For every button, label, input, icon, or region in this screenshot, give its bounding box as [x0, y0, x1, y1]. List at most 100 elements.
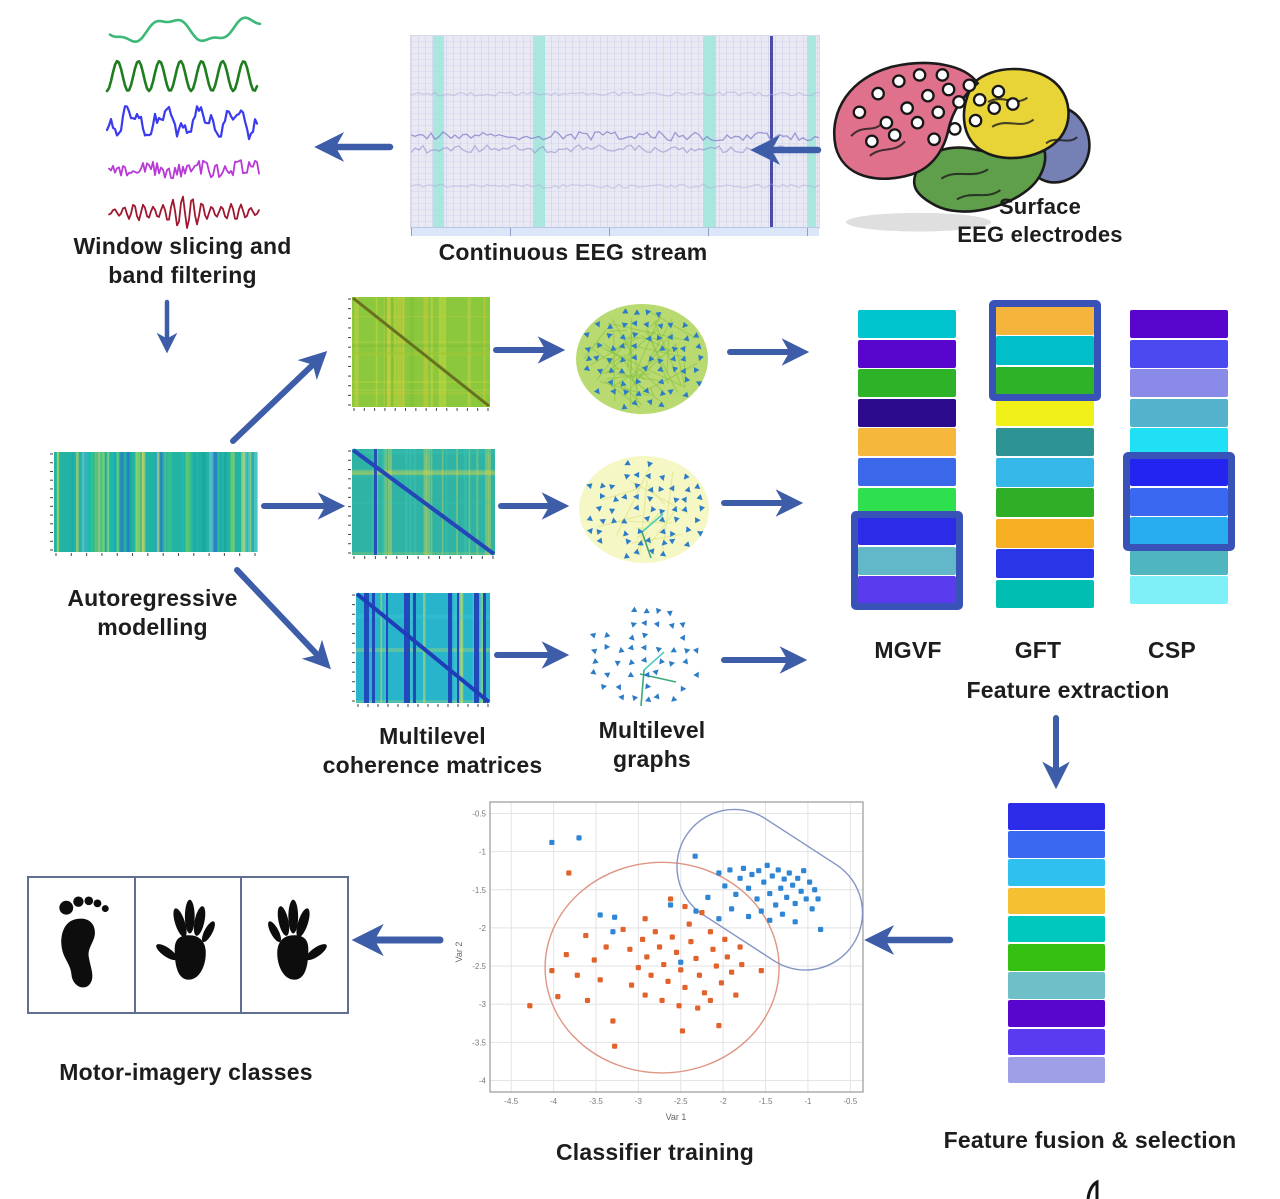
svg-text:-3: -3: [635, 1097, 643, 1106]
svg-text:-2: -2: [720, 1097, 728, 1106]
x-axis-label: Var 1: [666, 1112, 687, 1122]
graphs-label: Multilevel graphs: [598, 717, 706, 773]
feature-block: [1130, 546, 1228, 575]
temporal-lobe: [912, 141, 1047, 213]
feature-block: [1130, 398, 1228, 427]
foot-cell: [29, 878, 136, 1012]
right-hand-cell: [242, 878, 347, 1012]
feature-block: [996, 549, 1094, 579]
feature-block: [1008, 1056, 1105, 1084]
highlight-box: [1123, 452, 1235, 551]
feature-block: [996, 397, 1094, 427]
foot-icon: [59, 896, 110, 988]
feature-block: [1008, 915, 1105, 943]
feature-block: [996, 336, 1094, 366]
coherence-matrix-1: [348, 296, 490, 411]
svg-text:-4: -4: [550, 1097, 558, 1106]
left-hand-cell: [136, 878, 243, 1012]
feature-block: [1008, 944, 1105, 971]
svg-text:-0.5: -0.5: [843, 1097, 857, 1106]
classifier-scatter-plot: Var 1 Var 2 -4.5 -4 -3.5 -3 -2.5 -2 -1.5 -1 -0.5…: [454, 801, 864, 1122]
sine-green-wave: [105, 59, 259, 93]
gft-label: GFT: [1014, 637, 1062, 663]
svg-text:-3.5: -3.5: [472, 1038, 486, 1047]
feature-block: [1008, 831, 1105, 858]
svg-text:-0.5: -0.5: [472, 809, 486, 818]
parietal-lobe: [962, 67, 1070, 160]
svg-text:-4.5: -4.5: [504, 1097, 518, 1106]
autoregressive-label: Autoregressive modelling: [67, 585, 238, 641]
brain-sulci-lines: [850, 96, 1078, 201]
gft-column: [989, 300, 1101, 610]
y-axis-label: Var 2: [454, 942, 464, 963]
fusion-label: Feature fusion & selection: [943, 1127, 1237, 1153]
feature-block: [1130, 428, 1228, 457]
surface-eeg-label: Surface EEG electrodes: [957, 194, 1123, 248]
svg-text:-1.5: -1.5: [759, 1097, 773, 1106]
right-hand-icon: [267, 899, 327, 980]
feature-block: [1008, 887, 1105, 915]
mgvf-column: [851, 310, 963, 610]
smooth-green-wave: [108, 16, 262, 44]
feature-block: [1130, 576, 1228, 605]
eeg-stripe: [433, 36, 445, 228]
graph-1: [576, 304, 708, 414]
highlight-box: [851, 511, 963, 610]
graph-2: [579, 456, 709, 563]
feature-block: [1008, 859, 1105, 887]
feature-block: [858, 576, 956, 605]
eeg-time-axis: [411, 227, 819, 236]
feature-block: [996, 427, 1094, 457]
mgvf-label: MGVF: [874, 637, 942, 663]
feature-block: [858, 458, 956, 487]
feature-block: [858, 339, 956, 368]
feature-block: [996, 366, 1094, 396]
brain-shadow: [845, 212, 992, 232]
motor-imagery-boxes: [27, 876, 349, 1014]
svg-text:-1: -1: [479, 848, 487, 857]
csp-label: CSP: [1148, 637, 1196, 663]
continuous-eeg-label: Continuous EEG stream: [438, 239, 708, 265]
feature-block: [858, 428, 956, 457]
svg-text:-2.5: -2.5: [472, 962, 486, 971]
classifier-label: Classifier training: [555, 1139, 755, 1165]
brain-illustration: [833, 61, 1091, 232]
feature-block: [1130, 458, 1228, 487]
coherence-matrix-3: [352, 592, 491, 707]
eeg-stripe: [702, 36, 716, 228]
feature-extraction-label: Feature extraction: [966, 677, 1170, 703]
feature-block: [1008, 1000, 1105, 1028]
eeg-noise-trace: [411, 91, 819, 189]
continuous-eeg-panel: [410, 35, 820, 236]
feature-block: [1130, 310, 1228, 339]
eeg-stripe: [533, 36, 546, 228]
feature-block: [858, 546, 956, 575]
highlight-box: [989, 300, 1101, 402]
feature-block: [1008, 1028, 1105, 1056]
feature-block: [858, 517, 956, 546]
feature-block: [996, 518, 1094, 548]
window-slicing-label: Window slicing and band filtering: [73, 233, 292, 289]
feature-block: [858, 398, 956, 427]
svg-text:-1: -1: [804, 1097, 812, 1106]
feature-block: [996, 488, 1094, 518]
feature-block: [858, 487, 956, 516]
coherence-matrix-2: [348, 448, 496, 559]
svg-text:-1.5: -1.5: [472, 886, 486, 895]
svg-text:-3: -3: [479, 1000, 487, 1009]
feature-block: [1130, 487, 1228, 516]
fusion-column: [1008, 803, 1105, 1085]
motor-classes-label: Motor-imagery classes: [59, 1059, 313, 1085]
arrow-ar-to-matrix1: [230, 351, 328, 444]
filtered-waveforms: [105, 8, 265, 230]
eeg-event-line: [770, 36, 774, 228]
feature-block: [858, 369, 956, 398]
coherence-label: Multilevel coherence matrices: [322, 723, 543, 779]
svg-text:-2: -2: [479, 924, 487, 933]
feature-block: [1008, 803, 1105, 830]
feature-block: [1130, 369, 1228, 398]
jagged-blue-wave: [105, 105, 259, 141]
svg-text:-3.5: -3.5: [589, 1097, 603, 1106]
feature-block: [996, 458, 1094, 487]
